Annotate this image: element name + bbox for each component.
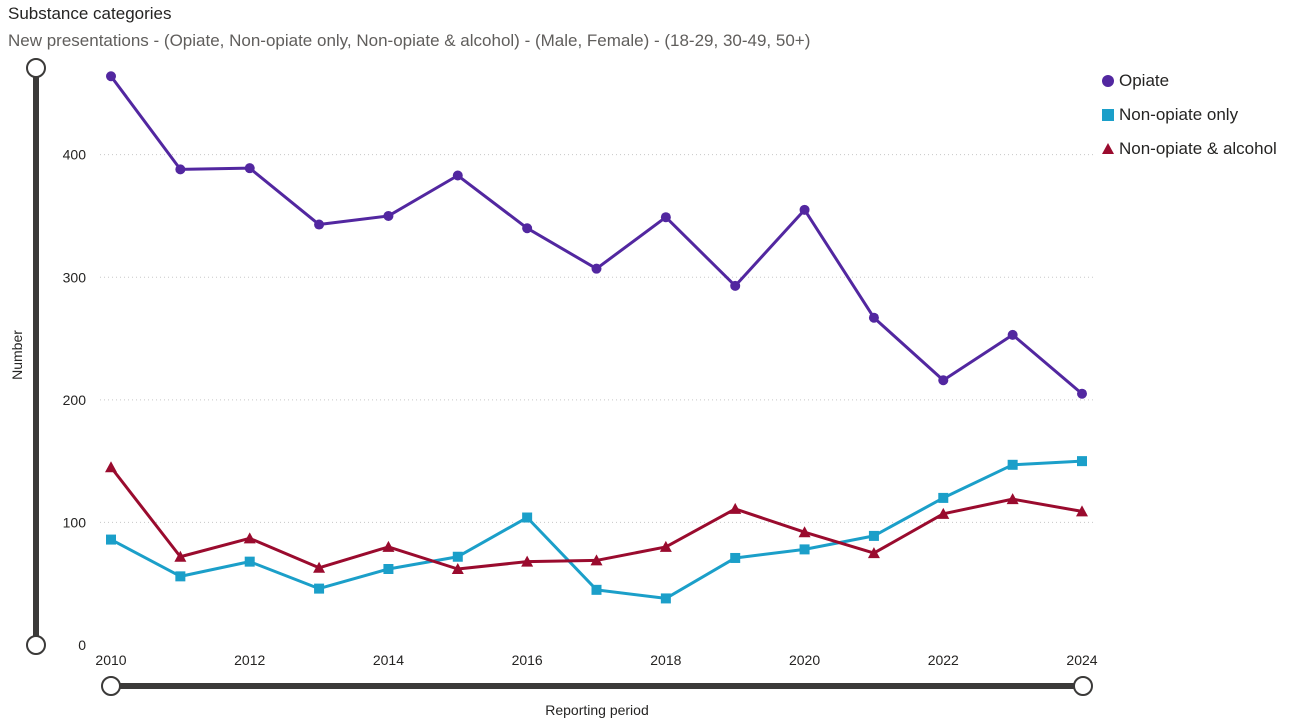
series-line-non-opiate-only	[109, 459, 1084, 600]
y-range-slider-min-handle[interactable]	[26, 635, 46, 655]
y-tick-label: 100	[63, 514, 87, 530]
data-point-opiate[interactable]	[383, 210, 394, 221]
data-point-non-opiate-alcohol[interactable]	[451, 563, 464, 574]
data-point-opiate[interactable]	[730, 280, 741, 291]
x-axis-ticks: 2010 2012 2014 2016 2018 2020 2022 2024	[95, 652, 1097, 668]
x-tick-label: 2010	[95, 652, 126, 668]
data-point-non-opiate-alcohol[interactable]	[590, 554, 603, 566]
chart-subtitle: New presentations - (Opiate, Non-opiate …	[8, 31, 811, 50]
data-point-opiate[interactable]	[591, 263, 602, 274]
legend-label-non-opiate-alcohol: Non-opiate & alcohol	[1119, 139, 1277, 158]
data-point-non-opiate-alcohol[interactable]	[243, 532, 256, 544]
data-point-opiate[interactable]	[106, 71, 116, 82]
data-point-non-opiate-only[interactable]	[660, 593, 671, 604]
x-tick-label: 2024	[1066, 652, 1097, 668]
data-point-opiate[interactable]	[314, 219, 325, 230]
x-tick-label: 2018	[650, 652, 681, 668]
y-tick-label: 0	[78, 637, 86, 653]
y-tick-label: 300	[63, 269, 87, 285]
triangle-marker-icon	[1100, 141, 1116, 157]
series-opiate	[106, 71, 1087, 399]
x-tick-label: 2016	[512, 652, 543, 668]
y-tick-label: 400	[63, 147, 87, 163]
data-point-non-opiate-only[interactable]	[452, 551, 463, 562]
data-point-opiate[interactable]	[522, 223, 533, 234]
series-line-opiate	[109, 74, 1084, 396]
data-point-non-opiate-only[interactable]	[383, 564, 394, 574]
data-point-opiate[interactable]	[1007, 329, 1018, 340]
data-point-non-opiate-only[interactable]	[314, 583, 325, 594]
data-point-non-opiate-only[interactable]	[938, 492, 949, 503]
x-axis-label: Reporting period	[545, 702, 649, 718]
y-range-slider-max-handle[interactable]	[26, 58, 46, 78]
y-tick-label: 200	[63, 392, 87, 408]
data-point-non-opiate-alcohol[interactable]	[313, 561, 326, 573]
x-range-slider-start-handle[interactable]	[101, 676, 121, 696]
y-axis-label: Number	[9, 330, 25, 380]
data-point-opiate[interactable]	[660, 212, 671, 223]
data-point-opiate[interactable]	[868, 312, 879, 323]
data-point-non-opiate-only[interactable]	[868, 530, 879, 541]
x-tick-label: 2012	[234, 652, 265, 668]
data-point-opiate[interactable]	[938, 375, 949, 386]
gridlines	[100, 154, 1095, 523]
data-point-opiate[interactable]	[244, 163, 255, 174]
data-point-non-opiate-only[interactable]	[1077, 456, 1087, 467]
data-point-non-opiate-only[interactable]	[522, 512, 533, 523]
x-tick-label: 2022	[928, 652, 959, 668]
data-point-non-opiate-only[interactable]	[244, 556, 255, 567]
series-non-opiate-only	[106, 456, 1087, 604]
data-point-non-opiate-only[interactable]	[1007, 459, 1018, 470]
y-axis-ticks: 0 100 200 300 400	[63, 147, 87, 653]
data-point-non-opiate-only[interactable]	[591, 584, 602, 595]
x-tick-label: 2020	[789, 652, 820, 668]
x-range-slider-end-handle[interactable]	[1073, 676, 1093, 696]
legend: Opiate Non-opiate only Non-opiate & alco…	[1100, 64, 1277, 166]
series-lines	[105, 71, 1088, 604]
data-point-non-opiate-only[interactable]	[730, 552, 741, 563]
range-sliders[interactable]	[26, 58, 1093, 696]
legend-label-opiate: Opiate	[1119, 71, 1170, 90]
data-point-non-opiate-alcohol[interactable]	[798, 526, 811, 538]
data-point-non-opiate-alcohol[interactable]	[729, 502, 742, 514]
x-tick-label: 2014	[373, 652, 404, 668]
data-point-non-opiate-alcohol[interactable]	[521, 555, 534, 567]
data-point-non-opiate-alcohol[interactable]	[174, 550, 187, 562]
data-point-non-opiate-alcohol[interactable]	[105, 461, 117, 473]
series-line-non-opiate-alcohol	[109, 465, 1084, 571]
data-point-opiate[interactable]	[175, 164, 186, 175]
data-point-opiate[interactable]	[799, 204, 810, 215]
data-point-non-opiate-alcohol[interactable]	[1076, 505, 1088, 517]
data-point-non-opiate-alcohol[interactable]	[382, 540, 395, 552]
data-point-non-opiate-only[interactable]	[106, 534, 116, 545]
data-point-opiate[interactable]	[1077, 388, 1087, 399]
legend-item-non-opiate-alcohol[interactable]: Non-opiate & alcohol	[1100, 132, 1277, 166]
legend-label-non-opiate-only: Non-opiate only	[1119, 105, 1239, 124]
legend-item-non-opiate-only[interactable]: Non-opiate only	[1100, 98, 1277, 132]
chart-title: Substance categories	[8, 4, 172, 23]
data-point-opiate[interactable]	[452, 170, 463, 181]
data-point-non-opiate-alcohol[interactable]	[937, 507, 950, 519]
data-point-non-opiate-only[interactable]	[175, 571, 186, 582]
data-point-non-opiate-only[interactable]	[799, 544, 810, 555]
data-point-non-opiate-alcohol[interactable]	[867, 547, 880, 559]
legend-item-opiate[interactable]: Opiate	[1100, 64, 1277, 98]
series-non-opiate-alcohol	[105, 461, 1088, 574]
circle-marker-icon	[1100, 73, 1116, 89]
data-point-non-opiate-alcohol[interactable]	[1006, 493, 1019, 505]
data-point-non-opiate-alcohol[interactable]	[659, 540, 672, 552]
square-marker-icon	[1100, 107, 1116, 123]
